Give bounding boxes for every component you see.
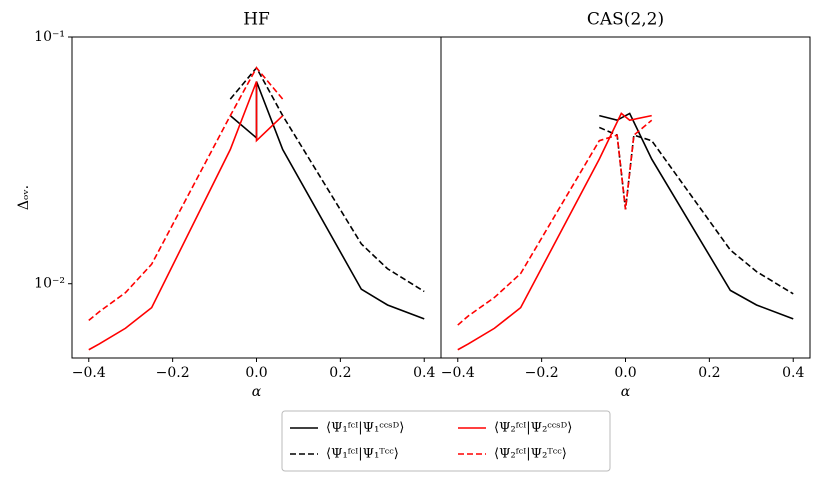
x-tick-label: 0.4 <box>782 365 804 381</box>
series-line <box>457 112 652 351</box>
x-tick-label: −0.4 <box>441 365 475 381</box>
series-line <box>229 66 425 293</box>
legend-label: ⟨Ψ₂ᶠᶜᴵ|Ψ₂ᵀᶜᶜ⟩ <box>494 447 567 462</box>
legend-label: ⟨Ψ₁ᶠᶜᴵ|Ψ₁ᵀᶜᶜ⟩ <box>326 447 399 462</box>
x-tick-label: 0.4 <box>413 365 435 381</box>
panel-title: CAS(2,2) <box>587 10 664 30</box>
x-axis-label: α <box>621 384 631 400</box>
x-tick-label: 0.2 <box>329 365 351 381</box>
x-tick-label: 0.2 <box>698 365 720 381</box>
y-tick-label: 10⁻² <box>34 276 65 292</box>
series-line <box>457 119 653 326</box>
plot-frame <box>440 36 811 359</box>
series-line <box>88 66 284 322</box>
legend-label: ⟨Ψ₁ᶠᶜᴵ|Ψ₁ᶜᶜˢᴰ⟩ <box>326 421 404 436</box>
series-line <box>229 81 425 320</box>
series-line <box>88 81 284 351</box>
legend-frame <box>281 410 611 472</box>
x-tick-label: 0.0 <box>614 365 636 381</box>
series-line <box>598 126 794 295</box>
x-tick-label: −0.4 <box>72 365 106 381</box>
y-axis-label: Δₒᵥ. <box>16 185 32 210</box>
x-axis-label: α <box>252 384 262 400</box>
x-tick-label: 0.0 <box>245 365 267 381</box>
series-line <box>599 112 794 320</box>
x-tick-label: −0.2 <box>525 365 559 381</box>
y-tick-label: 10⁻¹ <box>34 29 65 45</box>
legend-label: ⟨Ψ₂ᶠᶜᴵ|Ψ₂ᶜᶜˢᴰ⟩ <box>494 421 572 436</box>
x-tick-label: −0.2 <box>156 365 190 381</box>
panel-title: HF <box>243 10 270 30</box>
